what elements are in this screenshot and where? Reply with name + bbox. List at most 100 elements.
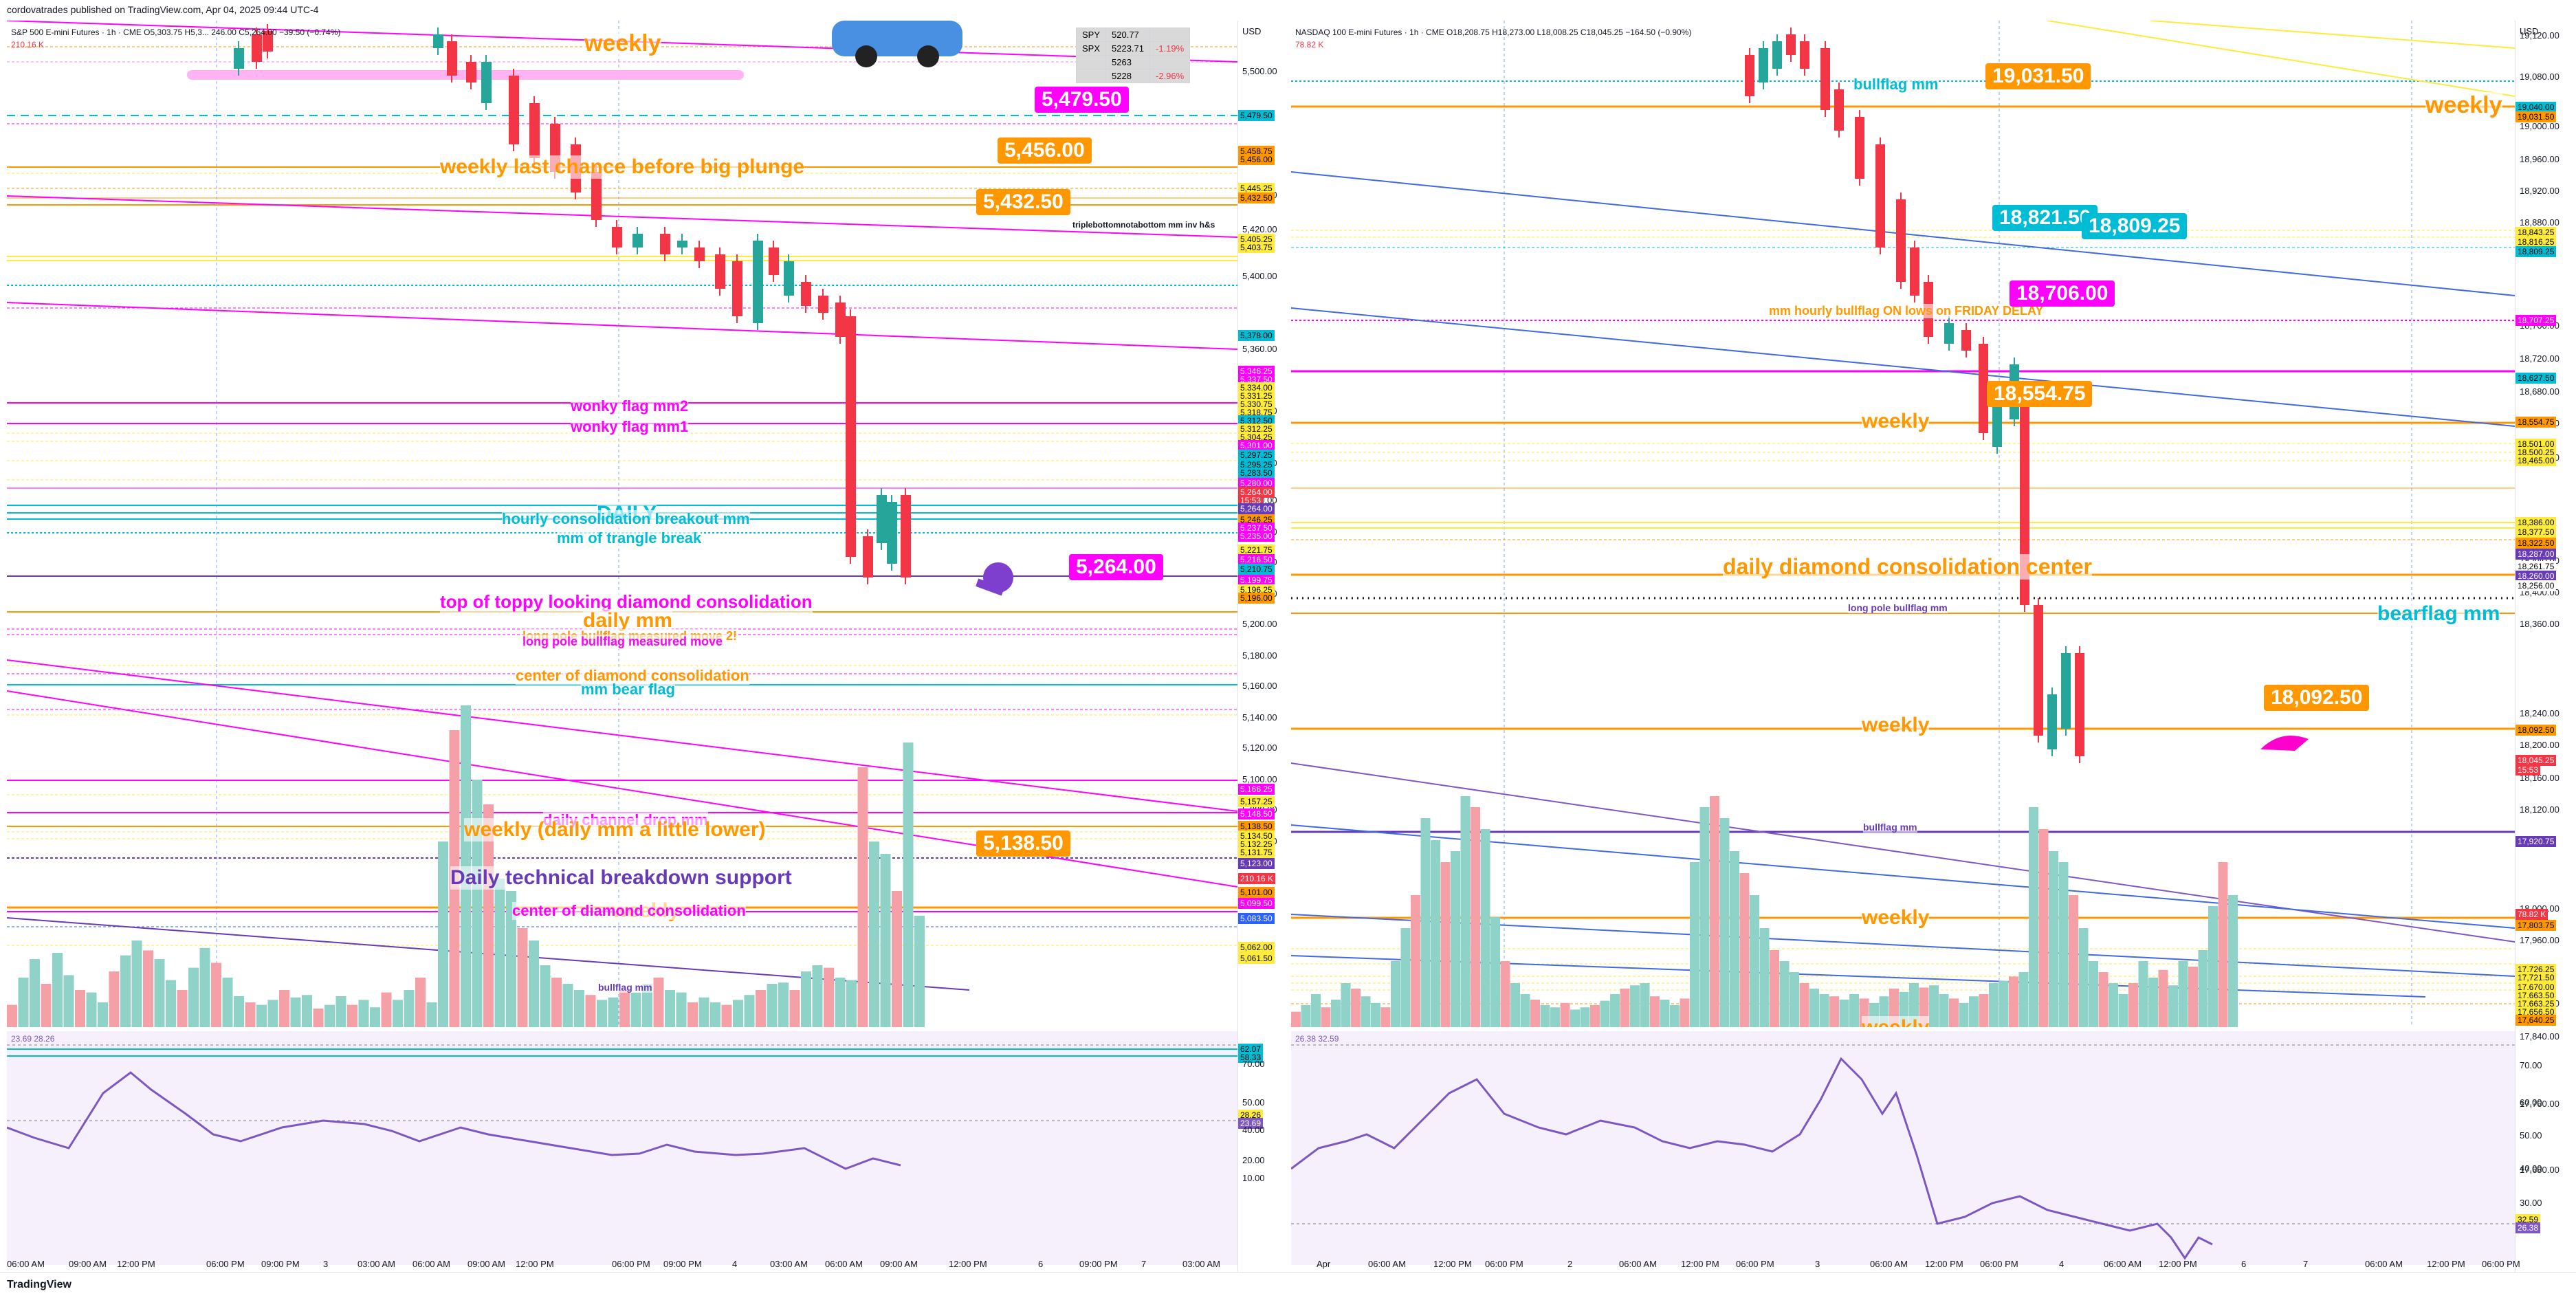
volume-bar — [1301, 1005, 1311, 1027]
candle-body — [677, 241, 687, 248]
candle-body — [863, 536, 873, 578]
price-tag: 18,843.25 — [2516, 227, 2557, 238]
candle-body — [2047, 694, 2057, 749]
spx-legend[interactable]: S&P 500 E-mini Futures · 1h · CME O5,303… — [11, 28, 341, 37]
price-callout[interactable]: 18,706.00 — [2010, 280, 2115, 307]
price-callout[interactable]: 5,479.50 — [1035, 87, 1129, 113]
compare-cell: -2.96% — [1149, 69, 1191, 83]
volume-bar — [2018, 972, 2029, 1027]
volume-bar — [2138, 961, 2148, 1027]
volume-bar — [1331, 1000, 1341, 1027]
axis-tick: 5,180.00 — [1242, 650, 1277, 661]
time-tick: 09:00 PM — [663, 1259, 702, 1269]
volume-bar — [1341, 983, 1351, 1027]
price-tag: 5,221.75 — [1238, 544, 1275, 556]
volume-bar — [1590, 1005, 1600, 1027]
annotation-label: weekly — [1862, 714, 1930, 737]
candle-body — [263, 31, 273, 52]
price-tag: 18,707.25 — [2516, 315, 2557, 326]
candle-body — [433, 34, 443, 48]
price-callout[interactable]: 18,821.50 — [1992, 205, 2098, 231]
volume-bar — [892, 891, 902, 1027]
volume-bar — [1799, 983, 1809, 1027]
time-tick: 3 — [323, 1259, 329, 1269]
ndx-price-pane[interactable]: NASDAQ 100 E-mini Futures · 1h · CME O18… — [1291, 21, 2515, 1027]
annotation-label: weekly (daily mm a little lower) — [464, 818, 766, 842]
volume-bar — [2109, 983, 2118, 1027]
volume-bar — [1770, 950, 1779, 1027]
axis-tick: 19,080.00 — [2520, 72, 2560, 82]
annotation-label: daily diamond consolidation center — [1723, 554, 2092, 580]
annotation-label: weekly — [2425, 92, 2502, 119]
volume-bar — [52, 953, 63, 1027]
price-callout[interactable]: 19,031.50 — [1985, 63, 2091, 89]
candle-body — [1910, 248, 1919, 296]
volume-bar — [1600, 1000, 1610, 1027]
highlight-zone — [187, 70, 744, 80]
time-tick: 06:00 PM — [1485, 1259, 1523, 1269]
volume-bar — [824, 967, 834, 1027]
spx-rsi-pane[interactable]: 23.69 28.26 — [7, 1031, 1237, 1265]
price-callout[interactable]: 18,092.50 — [2264, 685, 2370, 711]
time-tick: 06:00 AM — [825, 1259, 863, 1269]
volume-bar — [1939, 994, 1949, 1027]
ndx-price-drawing[interactable] — [1291, 21, 2515, 1027]
price-tag: 5,199.75 — [1238, 575, 1275, 586]
price-tag: 78.82 K — [2516, 909, 2549, 920]
annotation-label: long pole bullflag measured move — [522, 635, 723, 649]
price-tag: 26.38 — [2516, 1222, 2541, 1233]
price-callout[interactable]: 18,809.25 — [2082, 213, 2188, 239]
volume-bar — [1989, 983, 1999, 1027]
volume-bar — [2208, 906, 2218, 1027]
compare-cell: 5228 — [1105, 69, 1151, 83]
candle-body — [1896, 199, 1906, 282]
rsi-axis-tick: 20.00 — [1242, 1155, 1265, 1165]
price-callout[interactable]: 5,456.00 — [998, 138, 1092, 164]
time-tick: 06:00 AM — [1619, 1259, 1657, 1269]
time-tick: 12:00 PM — [2159, 1259, 2197, 1269]
time-tick: 6 — [1038, 1259, 1044, 1269]
compare-cell — [1149, 55, 1191, 69]
volume-bar — [290, 997, 301, 1027]
shoe-icon — [2260, 736, 2309, 751]
candle-body — [2061, 653, 2071, 729]
ndx-price-axis[interactable]: USD 19,120.00 19,080.00 19,000.00 18,960.00 1… — [2515, 21, 2576, 1272]
volume-bar — [41, 984, 52, 1027]
price-callout[interactable]: 18,554.75 — [1987, 381, 2093, 407]
candle-body — [1800, 41, 1809, 69]
annotation-label: mm hourly bullflag ON lows on FRIDAY DEL… — [1769, 304, 2044, 318]
volume-bar — [131, 940, 142, 1027]
price-tag: 5,083.50 — [1238, 913, 1275, 924]
axis-tick: 18,680.00 — [2520, 386, 2560, 397]
volume-bar — [2178, 961, 2188, 1027]
spx-price-pane[interactable]: S&P 500 E-mini Futures · 1h · CME O5,303… — [7, 21, 1237, 1027]
volume-bar — [404, 990, 415, 1027]
time-tick: 09:00 PM — [261, 1259, 300, 1269]
time-tick: 12:00 PM — [1925, 1259, 1963, 1269]
price-tag: 5,216.50 — [1238, 554, 1275, 565]
ndx-legend[interactable]: NASDAQ 100 E-mini Futures · 1h · CME O18… — [1295, 28, 1692, 37]
ndx-rsi-pane[interactable]: 26.38 32.59 — [1291, 1031, 2515, 1265]
rsi-axis-tick: 30.00 — [2520, 1198, 2542, 1208]
volume-bar — [2148, 978, 2158, 1027]
price-tag: 18,554.75 — [2516, 417, 2557, 428]
volume-bar — [1380, 1007, 1391, 1027]
car-wheel — [917, 45, 939, 67]
volume-bar — [302, 995, 312, 1027]
trendline — [7, 659, 1237, 812]
price-callout[interactable]: 5,264.00 — [1069, 554, 1163, 580]
price-tag: 5,123.00 — [1238, 858, 1275, 869]
volume-bar — [324, 1004, 335, 1027]
trendline — [1291, 307, 2515, 427]
price-callout[interactable]: 5,432.50 — [976, 189, 1070, 215]
volume-bar — [903, 742, 914, 1027]
key-icon — [976, 578, 1004, 596]
volume-bar — [211, 962, 221, 1027]
spx-price-axis[interactable]: USD5,500.005,440.005,420.005,400.005,360… — [1237, 21, 1290, 1272]
time-tick: 06:00 AM — [7, 1259, 45, 1269]
volume-bar — [381, 992, 392, 1027]
time-tick: 4 — [732, 1259, 738, 1269]
trendline — [1291, 824, 2515, 929]
candle-body — [1979, 344, 1988, 433]
price-callout[interactable]: 5,138.50 — [976, 830, 1070, 857]
